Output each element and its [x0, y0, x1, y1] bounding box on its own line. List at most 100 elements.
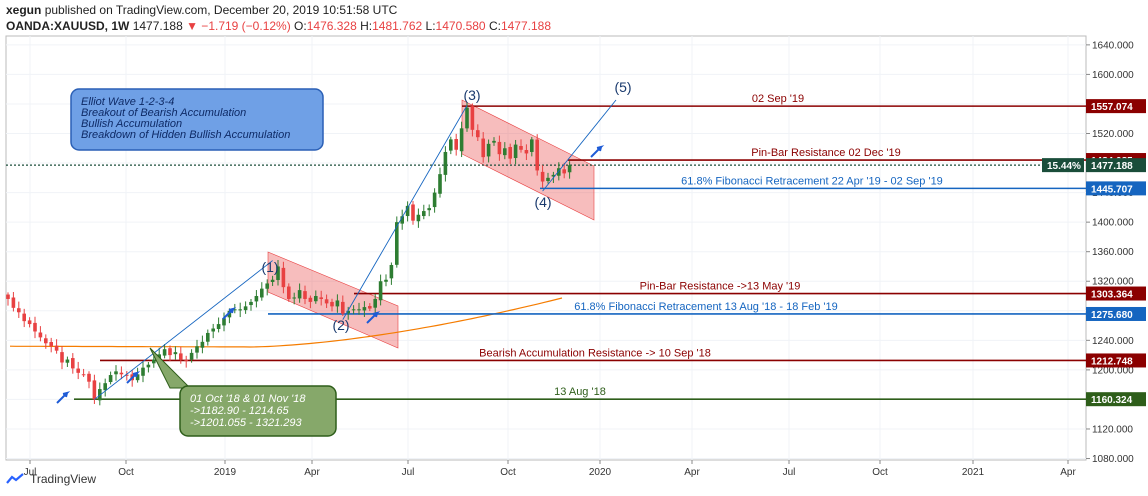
level-price-label: 1212.748	[1091, 356, 1133, 367]
wave-line-3	[342, 105, 468, 320]
analysis-note-line: Breakdown of Hidden Bullish Accumulation	[81, 129, 290, 141]
candle-body	[443, 151, 448, 175]
candle-body	[60, 352, 64, 363]
candle-body	[368, 306, 372, 309]
wave-label: (2)	[332, 317, 349, 333]
candle-body	[373, 298, 377, 308]
level-price-tag	[1086, 286, 1146, 301]
author-name[interactable]: xegun	[6, 3, 42, 17]
candle-body	[384, 279, 388, 282]
level-label: 61.8% Fibonacci Retracement 22 Apr '19 -…	[681, 175, 943, 187]
analysis-note-line: Elliot Wave 1-2-3-4	[81, 96, 174, 108]
candle-body	[33, 322, 37, 332]
change-label: 15.44%	[1047, 161, 1081, 172]
candle-body	[400, 216, 404, 224]
candle-body	[135, 374, 140, 381]
analysis-note-line: Breakout of Bearish Accumulation	[81, 107, 246, 119]
candle-body	[551, 174, 556, 177]
symbol-header: OANDA:XAUUSD, 1W 1477.188 ▼ −1.719 (−0.1…	[6, 19, 551, 33]
candle-body	[146, 364, 151, 368]
candle-body	[22, 313, 26, 322]
candle-body	[238, 309, 242, 311]
candle-body	[292, 297, 296, 299]
candle-body	[530, 139, 534, 152]
buy-arrow-icon	[126, 371, 141, 384]
x-tick-label: 2019	[214, 467, 237, 478]
candle-body	[416, 214, 421, 222]
wave-label: (4)	[534, 194, 551, 210]
last-price: 1477.188	[132, 19, 183, 33]
candle-body	[81, 374, 86, 376]
level-price-label: 1275.680	[1091, 310, 1133, 321]
level-price-label: 1557.074	[1091, 102, 1133, 113]
candle-body	[44, 338, 48, 344]
candle-body	[503, 148, 507, 156]
candle-body	[265, 283, 269, 289]
candle-body	[119, 372, 124, 375]
buy-arrow-icon	[222, 307, 237, 320]
candle-body	[243, 306, 248, 311]
candle-body	[260, 288, 264, 298]
candle-body	[535, 139, 539, 171]
x-tick-label: Oct	[500, 467, 516, 478]
candle-body	[362, 307, 367, 311]
y-tick-label: 1320.000	[1092, 277, 1134, 288]
candle-body	[254, 296, 259, 302]
x-tick-label: Apr	[304, 467, 320, 478]
candle-body	[405, 205, 410, 217]
level-price-label: 1303.364	[1091, 290, 1133, 301]
buy-arrow-icon	[590, 145, 605, 158]
candle-body	[470, 106, 475, 130]
candle-body	[152, 359, 156, 364]
change-tag	[1042, 158, 1084, 173]
level-price-label: 1160.324	[1091, 395, 1133, 406]
support-note-line: ->1201.055 - 1321.293	[190, 417, 303, 429]
candle-body	[459, 128, 464, 152]
candle-body	[71, 358, 75, 369]
candle-body	[476, 130, 480, 138]
candle-body	[189, 352, 194, 360]
candle-body	[200, 341, 205, 348]
candle-body	[351, 309, 356, 311]
publish-header: xegun published on TradingView.com, Dece…	[6, 3, 397, 17]
candle-body	[17, 308, 21, 313]
wave-line-5	[542, 99, 617, 192]
candle-body	[324, 299, 329, 304]
y-tick-label: 1640.000	[1092, 40, 1134, 51]
level-label: 61.8% Fibonacci Retracement 13 Aug '18 -…	[574, 301, 837, 313]
candle-body	[92, 380, 97, 400]
level-price-tag	[1086, 306, 1146, 321]
candle-body	[540, 171, 545, 182]
candle-body	[567, 165, 572, 173]
footer-brand[interactable]: TradingView	[30, 472, 97, 486]
footer: TradingView	[6, 472, 96, 486]
buy-arrow-icon	[56, 391, 71, 404]
current-price-tag	[1086, 158, 1146, 173]
support-note-line: 01 Oct '18 & 01 Nov '18	[190, 393, 306, 405]
level-label: Pin-Bar Resistance 02 Dec '19	[751, 147, 900, 159]
candle-body	[497, 141, 502, 155]
candle-body	[233, 309, 237, 311]
candle-body	[216, 324, 221, 329]
ohlc-low-label: L:	[425, 19, 436, 33]
candle-body	[454, 139, 458, 150]
candle-body	[184, 360, 188, 362]
candle-body	[303, 291, 307, 299]
ohlc-close: 1477.188	[500, 19, 552, 33]
ohlc-open: 1476.328	[306, 19, 357, 33]
ohlc-high-label: H:	[360, 19, 373, 33]
y-tick-label: 1200.000	[1092, 365, 1134, 376]
level-price-label: 1445.707	[1091, 184, 1133, 195]
x-tick-label: Oct	[872, 467, 888, 478]
candle-body	[432, 192, 437, 208]
publish-info: published on TradingView.com, December 2…	[44, 3, 398, 17]
candle-body	[427, 208, 431, 211]
candle-body	[168, 348, 172, 356]
candle-body	[389, 264, 394, 279]
y-tick-label: 1120.000	[1092, 424, 1133, 435]
candle-body	[38, 332, 43, 338]
symbol-label: OANDA:XAUUSD, 1W	[6, 19, 130, 33]
candle-body	[319, 297, 323, 299]
candle-body	[330, 301, 334, 307]
